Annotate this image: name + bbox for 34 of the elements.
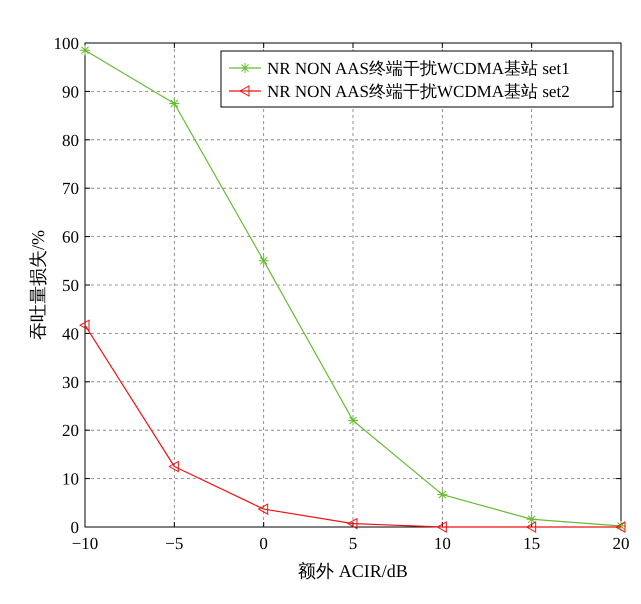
point bbox=[348, 415, 358, 426]
point bbox=[258, 255, 270, 266]
y-tick-label: 60 bbox=[62, 228, 79, 247]
x-tick-label: 5 bbox=[348, 534, 358, 553]
x-tick-label: −5 bbox=[165, 534, 184, 553]
point bbox=[348, 518, 358, 530]
y-tick-label: 0 bbox=[70, 518, 79, 537]
x-tick-label: 15 bbox=[523, 534, 540, 553]
x-tick-label: 10 bbox=[434, 534, 451, 553]
y-tick-label: 30 bbox=[62, 372, 79, 392]
y-tick-label: 20 bbox=[62, 421, 79, 440]
y-tick-label: 100 bbox=[54, 34, 79, 53]
point bbox=[436, 522, 447, 532]
point bbox=[168, 461, 179, 472]
legend-label: NR NON AAS终端干扰WCDMA基站 set1 bbox=[267, 59, 570, 78]
y-axis-title: 吞吐量损失/% bbox=[28, 230, 48, 340]
y-tick-label: 50 bbox=[62, 276, 79, 295]
point bbox=[526, 522, 536, 532]
x-tick-label: 20 bbox=[612, 534, 630, 553]
y-tick-label: 70 bbox=[62, 179, 79, 198]
point bbox=[526, 514, 538, 525]
x-tick-label: 0 bbox=[259, 534, 268, 553]
point bbox=[80, 320, 90, 331]
x-tick-label: −10 bbox=[72, 534, 98, 553]
legend-label: NR NON AAS终端干扰WCDMA基站 set2 bbox=[267, 82, 570, 101]
y-tick-label: 90 bbox=[62, 82, 79, 102]
y-tick-label: 10 bbox=[62, 470, 79, 489]
point bbox=[80, 44, 90, 56]
x-axis-title: 额外 ACIR/dB bbox=[298, 561, 408, 581]
y-tick-label: 80 bbox=[62, 130, 79, 150]
y-tick-label: 40 bbox=[62, 324, 79, 344]
point bbox=[436, 489, 448, 500]
point bbox=[258, 504, 268, 515]
point bbox=[168, 98, 180, 109]
